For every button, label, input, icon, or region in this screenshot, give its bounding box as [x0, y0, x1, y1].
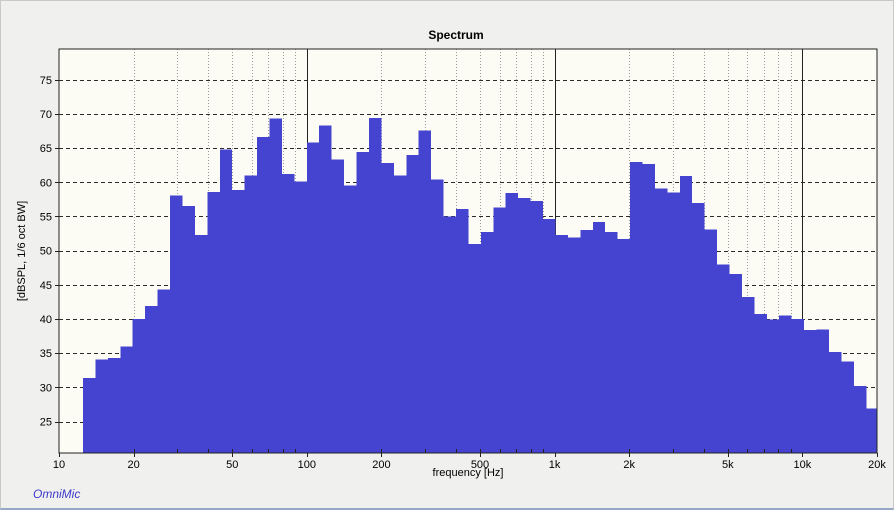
spectrum-bar [630, 161, 643, 453]
x-tick-label: 20 [127, 459, 139, 471]
spectrum-bar [170, 195, 183, 453]
y-tick-label: 60 [40, 177, 52, 189]
spectrum-bar [480, 232, 494, 453]
spectrum-bar [766, 319, 780, 453]
spectrum-bar [244, 175, 258, 453]
spectrum-bar [132, 319, 146, 453]
spectrum-bar [518, 198, 531, 453]
spectrum-bar [418, 130, 432, 453]
spectrum-bar [853, 386, 867, 453]
y-tick-label: 35 [40, 348, 52, 360]
spectrum-bar [530, 200, 544, 453]
spectrum-bar [468, 243, 481, 453]
spectrum-bar [455, 208, 469, 453]
spectrum-bar [741, 297, 755, 453]
x-tick-label: 50 [226, 459, 238, 471]
spectrum-bar [257, 137, 270, 453]
spectrum-bar [356, 152, 369, 453]
spectrum-bar [841, 361, 854, 453]
x-tick-label: 5k [722, 459, 734, 471]
spectrum-bar [642, 163, 655, 453]
spectrum-bar [294, 181, 307, 453]
x-tick-label: 10k [794, 459, 812, 471]
spectrum-bar [654, 188, 668, 453]
spectrum-bar [194, 234, 208, 453]
spectrum-bar [667, 192, 680, 453]
spectrum-bar [157, 289, 171, 453]
spectrum-bar [866, 408, 877, 453]
spectrum-bar [95, 359, 108, 453]
spectrum-bar [344, 185, 357, 453]
y-tick-label: 50 [40, 246, 52, 258]
spectrum-bar [505, 193, 519, 453]
spectrum-bar [431, 179, 444, 453]
spectrum-bar [368, 118, 382, 453]
spectrum-bar [555, 234, 568, 453]
spectrum-bar [120, 346, 133, 453]
spectrum-bar [381, 163, 394, 453]
spectrum-bar [617, 239, 631, 453]
spectrum-bar [779, 315, 792, 453]
spectrum-bar [543, 219, 556, 453]
x-tick-label: 2k [623, 459, 635, 471]
spectrum-bar [182, 206, 195, 453]
spectrum-bar [791, 319, 805, 453]
spectrum-bar [717, 264, 730, 453]
spectrum-bar [319, 125, 332, 453]
spectrum-bar [232, 189, 245, 453]
spectrum-bar [83, 377, 96, 453]
spectrum-bar [107, 357, 121, 453]
x-tick-label: 200 [372, 459, 390, 471]
spectrum-bar [804, 329, 817, 453]
spectrum-bar [493, 207, 506, 453]
spectrum-bar [580, 230, 593, 453]
x-tick-label: 500 [471, 459, 489, 471]
spectrum-bar [393, 175, 407, 453]
x-axis-title: frequency [Hz] [433, 467, 504, 479]
y-tick-label: 45 [40, 280, 52, 292]
y-tick-label: 75 [40, 75, 52, 87]
y-tick-label: 70 [40, 109, 52, 121]
spectrum-bar [281, 174, 295, 453]
x-tick-label: 1k [549, 459, 561, 471]
omnimic-watermark: OmniMic [33, 487, 80, 501]
spectrum-bar [269, 118, 282, 453]
y-axis-title: [dBSPL, 1/6 oct BW] [16, 201, 28, 301]
spectrum-bar [406, 154, 419, 453]
chart-title: Spectrum [428, 28, 483, 42]
spectrum-bar [207, 191, 220, 453]
spectrum-bar [679, 176, 693, 453]
spectrum-bar [692, 202, 705, 453]
x-tick-label: 100 [298, 459, 316, 471]
spectrum-bar [219, 149, 233, 453]
spectrum-bar [605, 232, 618, 453]
spectrum-bar [567, 237, 581, 453]
y-tick-label: 30 [40, 382, 52, 394]
spectrum-bar [145, 306, 158, 453]
y-tick-label: 25 [40, 417, 52, 429]
spectrum-bar [816, 329, 829, 453]
spectrum-bars [83, 118, 877, 453]
y-tick-label: 55 [40, 211, 52, 223]
spectrum-bar [828, 351, 842, 453]
spectrum-bar [704, 229, 718, 453]
x-tick-label: 20k [868, 459, 886, 471]
y-tick-label: 65 [40, 143, 52, 155]
spectrum-bar [754, 314, 767, 453]
spectrum-bar [443, 216, 456, 453]
spectrum-bar [592, 221, 606, 453]
spectrum-bar [331, 159, 345, 453]
spectrum-bar [306, 142, 320, 453]
spectrum-bar [729, 273, 742, 453]
ticks-layer: 10 20 50 100 200 500 1k 2k 5k 10k 20k 25 30 35 40 45 50 5… [40, 75, 887, 471]
x-tick-label: 10 [53, 459, 65, 471]
y-tick-label: 40 [40, 314, 52, 326]
